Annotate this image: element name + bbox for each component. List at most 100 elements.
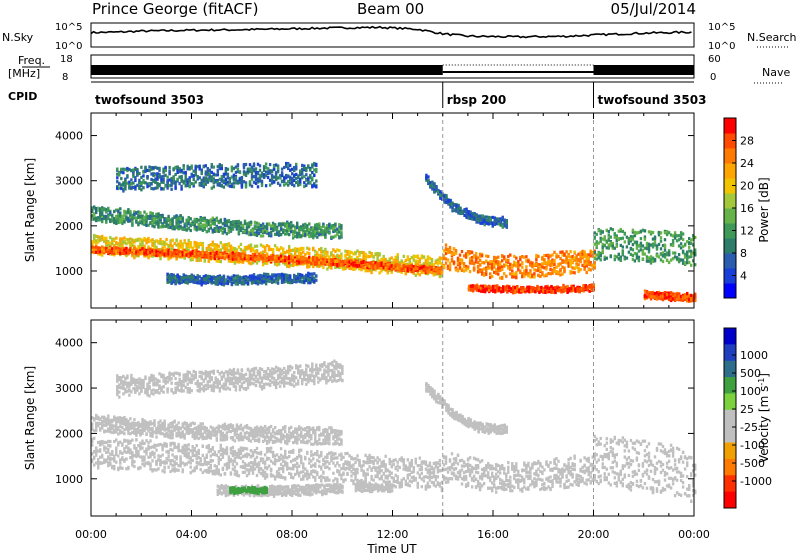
pow-cell — [295, 172, 298, 176]
pow-cell — [328, 259, 331, 263]
pow-cell — [412, 271, 416, 275]
pow-cell — [111, 242, 114, 246]
pow-cell — [181, 252, 184, 257]
pow-cell — [318, 231, 321, 235]
pow-cell — [292, 263, 295, 268]
pow-cell — [250, 275, 254, 279]
pow-cell — [408, 267, 412, 272]
pow-cell — [204, 277, 208, 281]
pow-cell — [211, 216, 215, 220]
pow-cell — [378, 253, 381, 257]
pow-cell — [265, 261, 269, 265]
pow-cell — [155, 245, 158, 249]
pow-cell — [315, 278, 318, 282]
pow-cell — [480, 272, 484, 276]
pow-cell — [254, 279, 258, 283]
pow-cell — [338, 223, 341, 227]
pow-cell — [406, 262, 410, 266]
pow-cell — [263, 230, 267, 234]
pow-cell — [297, 272, 300, 276]
pow-cell — [224, 279, 228, 283]
pow-cell — [406, 265, 410, 269]
pow-cell — [280, 171, 284, 175]
pow-cell — [501, 276, 504, 280]
pow-cell — [215, 245, 219, 249]
pow-cell — [182, 171, 185, 175]
pow-cell — [531, 261, 534, 265]
pow-cell — [173, 226, 176, 230]
pow-cell — [573, 250, 576, 254]
pow-cell — [322, 224, 325, 228]
pow-cell — [247, 244, 251, 248]
pow-cell — [103, 246, 106, 250]
pow-cell — [249, 220, 253, 224]
pow-cell — [153, 249, 156, 253]
pow-cell — [454, 249, 458, 253]
pow-cell — [230, 184, 234, 188]
pow-cell — [315, 163, 318, 167]
pow-cell — [133, 240, 136, 244]
pow-cell — [404, 258, 408, 263]
pow-cell — [326, 260, 329, 264]
pow-cell — [151, 243, 154, 247]
pow-cell — [239, 221, 243, 225]
pow-cell — [352, 263, 355, 267]
pow-cell — [137, 210, 140, 214]
pow-cell — [276, 181, 280, 185]
pow-cell — [577, 263, 580, 267]
pow-cell — [499, 276, 502, 280]
pow-cell — [252, 180, 256, 184]
pow-cell — [376, 259, 379, 263]
pow-cell — [166, 280, 169, 284]
pow-cell — [218, 281, 222, 285]
pow-cell — [236, 167, 240, 171]
pow-cell — [279, 233, 283, 237]
pow-cell — [247, 261, 251, 265]
pow-cell — [318, 233, 321, 237]
pow-cell — [157, 240, 160, 244]
pow-cell — [242, 280, 246, 284]
pow-cell — [296, 257, 299, 261]
pow-cell — [117, 249, 120, 253]
pow-cell — [139, 215, 142, 219]
pow-cell — [448, 268, 452, 272]
pow-cell — [288, 249, 291, 253]
pow-cell — [262, 272, 266, 276]
pow-cell — [276, 278, 280, 282]
pow-cell — [503, 255, 506, 259]
pow-cell — [346, 252, 349, 256]
pow-cell — [452, 247, 456, 251]
pow-cell — [270, 170, 274, 174]
pow-cell — [176, 280, 179, 284]
pow-cell — [283, 176, 286, 180]
pow-cell — [118, 186, 121, 190]
pow-cell — [182, 164, 185, 168]
pow-cell — [313, 276, 316, 280]
pow-cell — [233, 253, 237, 257]
pow-cell — [334, 223, 337, 227]
pow-cell — [209, 243, 213, 247]
pow-cell — [181, 250, 184, 255]
pow-cell — [338, 227, 341, 231]
pow-cell — [482, 261, 486, 265]
pow-cell — [129, 240, 132, 245]
pow-cell — [304, 253, 307, 257]
pow-cell — [239, 248, 243, 252]
pow-cell — [280, 280, 284, 284]
pow-cell — [208, 279, 212, 283]
pow-cell — [269, 224, 273, 228]
pow-cell — [157, 218, 160, 222]
pow-cell — [342, 259, 345, 263]
pow-cell — [311, 272, 314, 276]
pow-cell — [273, 244, 277, 248]
pow-cell — [119, 220, 122, 224]
pow-cell — [378, 271, 381, 275]
pow-cell — [147, 250, 150, 254]
pow-cell — [491, 260, 494, 264]
pow-cell — [273, 258, 277, 263]
pow-cell — [157, 215, 160, 219]
pow-cell — [254, 181, 258, 185]
pow-cell — [282, 230, 285, 235]
pow-cell — [169, 244, 172, 248]
pow-cell — [368, 261, 371, 265]
